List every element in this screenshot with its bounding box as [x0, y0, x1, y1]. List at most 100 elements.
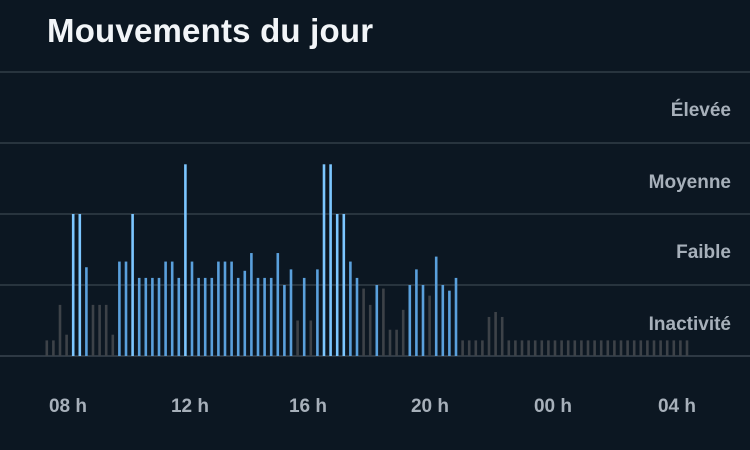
inactive-bar [395, 329, 398, 356]
activity-bar [408, 285, 412, 356]
level-labels: Élevée Moyenne Faible Inactivité [649, 99, 731, 335]
activity-bar [375, 285, 379, 356]
activity-bar [434, 256, 438, 356]
activity-bar [335, 214, 339, 356]
activity-bar [210, 277, 214, 356]
inactive-bar [566, 340, 570, 356]
activity-bar [217, 261, 220, 356]
activity-bar [85, 267, 88, 356]
activity-bar [131, 214, 134, 356]
activity-bar [144, 277, 148, 356]
x-tick-label: 12 h [171, 396, 209, 417]
inactive-bar [672, 340, 676, 356]
inactive-bar [507, 340, 511, 356]
page-title: Mouvements du jour [47, 12, 374, 49]
x-tick-label: 00 h [534, 396, 572, 417]
activity-bar [342, 214, 346, 356]
activity-bar [448, 290, 451, 356]
activity-bar [316, 269, 319, 356]
inactive-bar [679, 340, 682, 356]
inactive-bar [593, 340, 596, 356]
activity-bar [184, 164, 187, 356]
inactive-bar [65, 334, 68, 356]
inactive-bar [52, 340, 55, 356]
inactive-bar [368, 304, 372, 356]
inactive-bar [626, 340, 629, 356]
inactive-bar [91, 304, 95, 356]
activity-bar [421, 285, 425, 356]
inactive-bar [560, 340, 563, 356]
chart-bars [45, 164, 689, 356]
x-axis-ticks: 08 h 12 h 16 h 20 h 00 h 04 h [49, 396, 696, 417]
inactive-bar [111, 334, 115, 356]
activity-bar [124, 261, 128, 356]
inactive-bar [540, 340, 544, 356]
inactive-bar [494, 311, 497, 356]
activity-bar [289, 269, 293, 356]
inactive-bar [606, 340, 610, 356]
inactive-bar [467, 340, 471, 356]
inactive-bar [296, 320, 299, 356]
level-label-moyenne: Moyenne [649, 172, 731, 193]
activity-bar [322, 164, 326, 356]
activity-bar [355, 277, 359, 356]
activity-bar [243, 270, 247, 356]
inactive-bar [487, 316, 491, 356]
activity-bar [256, 277, 260, 356]
inactive-bar [428, 295, 431, 356]
inactive-bar [613, 340, 616, 356]
inactive-bar [309, 320, 313, 356]
activity-bar [236, 277, 240, 356]
inactive-bar [514, 340, 517, 356]
inactive-bar [599, 340, 603, 356]
inactive-bar [500, 316, 504, 356]
inactive-bar [98, 304, 101, 356]
inactive-bar [481, 340, 484, 356]
level-label-eleve: Élevée [671, 99, 731, 121]
activity-bar [454, 277, 458, 356]
inactive-bar [388, 329, 392, 356]
activity-bar [329, 164, 332, 356]
inactive-bar [104, 304, 108, 356]
inactive-bar [58, 304, 62, 356]
inactive-bar [619, 340, 623, 356]
inactive-bar [573, 340, 577, 356]
activity-bar [441, 285, 445, 356]
inactive-bar [474, 340, 478, 356]
inactive-bar [586, 340, 590, 356]
inactive-bar [652, 340, 656, 356]
inactive-bar [639, 340, 643, 356]
inactive-bar [547, 340, 550, 356]
activity-bar [197, 277, 200, 356]
inactive-bar [659, 340, 662, 356]
activity-bar [250, 253, 253, 356]
inactive-bar [632, 340, 636, 356]
activity-bar [263, 277, 266, 356]
activity-bar [177, 277, 181, 356]
inactive-bar [665, 340, 669, 356]
chart-gridlines [0, 71, 750, 357]
activity-bar [349, 261, 352, 356]
activity-bar [283, 285, 286, 356]
inactive-bar [362, 288, 365, 356]
activity-bar [151, 277, 154, 356]
activity-bar [190, 261, 194, 356]
x-tick-label: 16 h [289, 396, 327, 417]
inactive-bar [520, 340, 524, 356]
activity-bar [71, 214, 75, 356]
activity-bar [269, 277, 273, 356]
activity-bar [223, 261, 227, 356]
x-tick-label: 04 h [658, 396, 696, 417]
inactive-bar [382, 288, 385, 356]
activity-bar [302, 277, 306, 356]
inactive-bar [533, 340, 537, 356]
inactive-bar [461, 340, 464, 356]
activity-bar [276, 253, 280, 356]
inactive-bar [527, 340, 530, 356]
x-tick-label: 20 h [411, 396, 449, 417]
inactive-bar [45, 340, 49, 356]
inactive-bar [646, 340, 649, 356]
activity-bar [170, 261, 174, 356]
activity-bar [157, 277, 161, 356]
